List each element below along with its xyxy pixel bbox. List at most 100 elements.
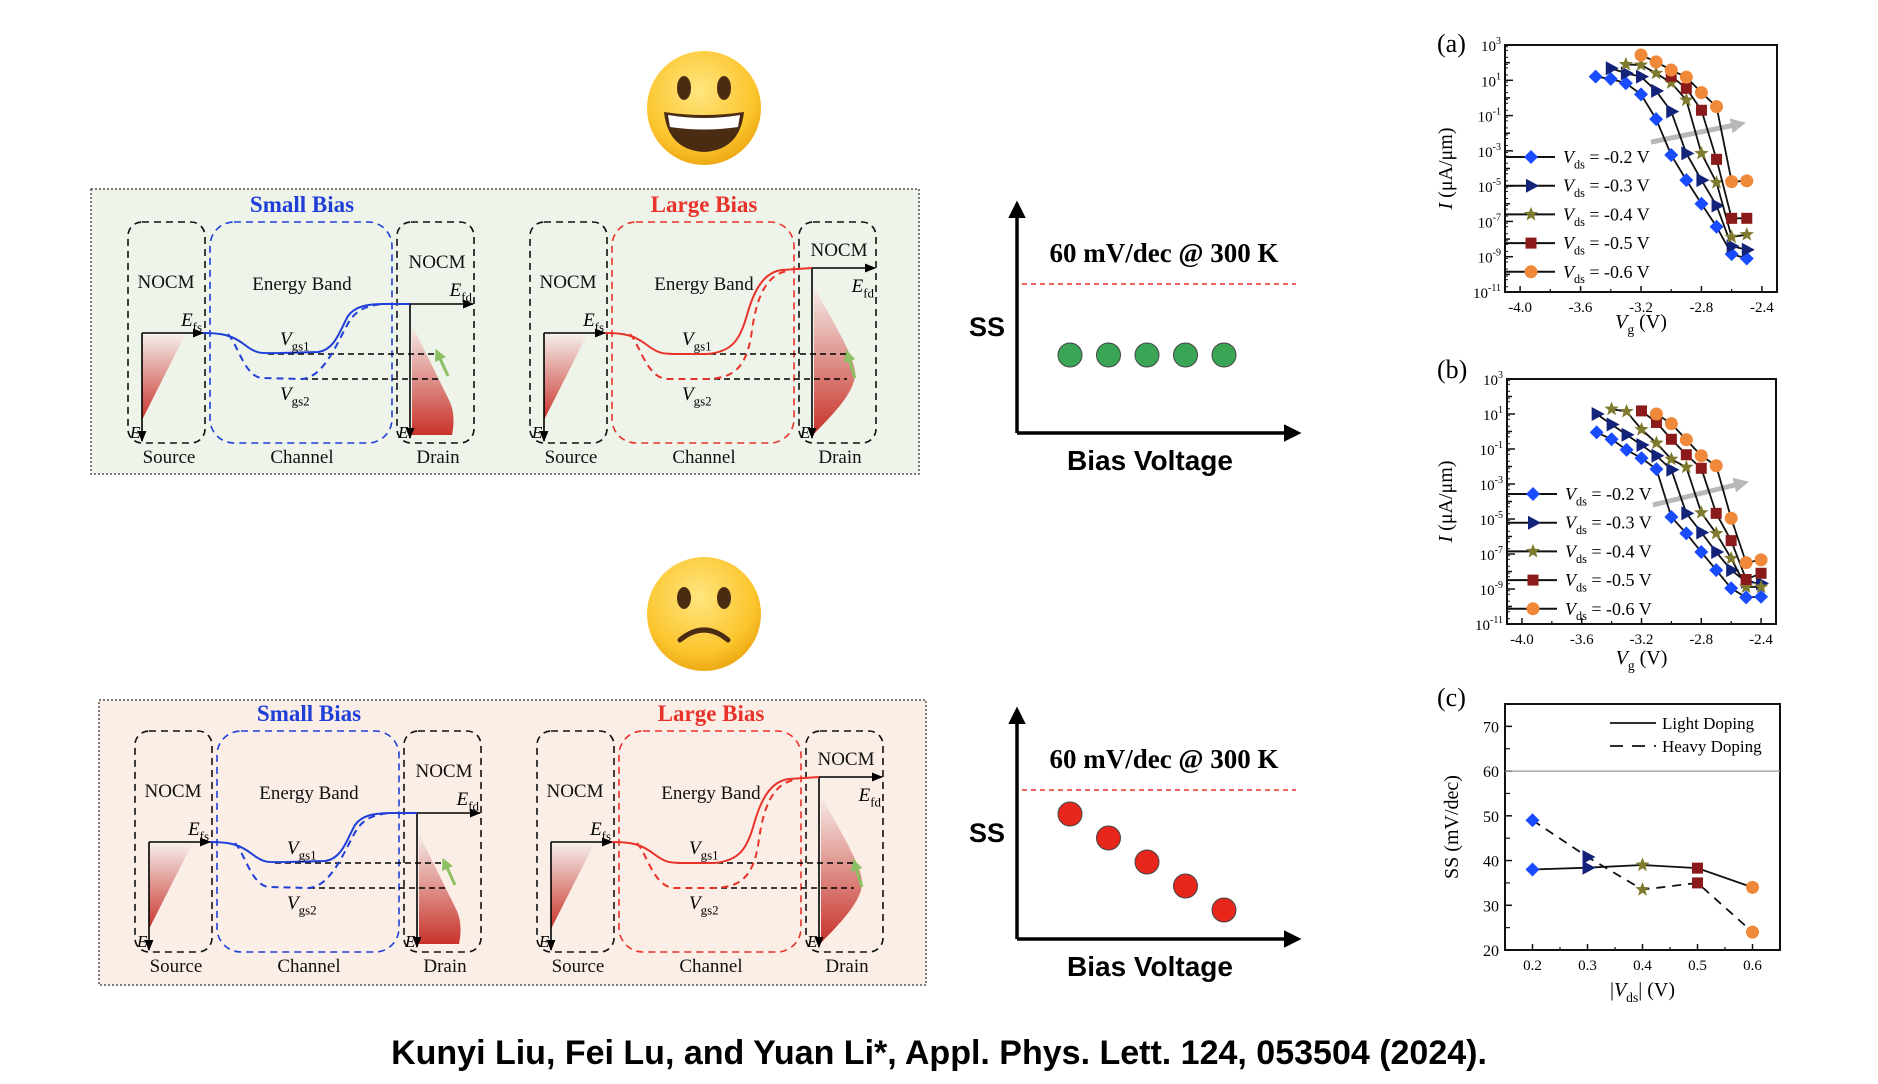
- star-marker: [1739, 579, 1754, 594]
- circle-marker: [1634, 48, 1648, 62]
- grinning-face-icon: [647, 51, 761, 165]
- diamond-marker: [1588, 69, 1603, 84]
- source-nocm-label: NOCM: [137, 272, 194, 293]
- square-marker: [1711, 153, 1723, 165]
- efd-label: Efd: [858, 785, 882, 810]
- source-nocm-label: NOCM: [546, 781, 603, 802]
- legend-label: Vds = -0.3 V: [1565, 513, 1652, 537]
- circle-marker: [1739, 556, 1753, 570]
- y-tick-label: 103: [1483, 370, 1503, 389]
- channel-label: Channel: [672, 447, 735, 468]
- y-tick-label: 10-9: [1478, 248, 1501, 267]
- ss-data-dot: [1173, 342, 1198, 368]
- x-tick-label: -4.0: [1508, 300, 1532, 316]
- chart-panel-b: (b) -4.0 -3.6 -3.2 -2.8 -2.4 10-11 10-9 10-7 10-5…: [1435, 355, 1777, 673]
- triangle-right-marker: [1711, 545, 1725, 560]
- y-tick-label: 10-3: [1480, 475, 1503, 494]
- chart-panel-a: (a) -4.0 -3.6 -3.2 -2.8 -2.4 10-11 10-9 10-7 10-5…: [1435, 29, 1778, 337]
- drain-label: Drain: [416, 447, 460, 468]
- y-tick-label: 10-5: [1480, 510, 1503, 529]
- vgs2-label: Vgs2: [682, 384, 712, 409]
- plot-frame: [1504, 703, 1781, 951]
- series-vds-0: Vds = -0.2 V: [1505, 69, 1754, 266]
- y-tick-label: 50: [1483, 809, 1499, 826]
- drain-label: Drain: [423, 956, 467, 977]
- drain-region-box: [805, 730, 884, 953]
- star-marker: [1604, 401, 1619, 416]
- diamond-marker: [1526, 487, 1540, 501]
- efd-label: Efd: [456, 789, 480, 814]
- diamond-marker: [1649, 462, 1664, 477]
- drain-region-box: [403, 730, 482, 953]
- diamond-marker: [1709, 563, 1724, 578]
- star-marker: [1709, 525, 1724, 540]
- y-tick-label: 101: [1483, 405, 1503, 424]
- square-marker: [1755, 567, 1767, 579]
- good-case-panel: [90, 188, 920, 475]
- triangle-right-marker: [1726, 239, 1740, 254]
- source-distribution: [551, 844, 594, 929]
- square-marker: [1725, 535, 1737, 547]
- series-solid: Light Doping: [1525, 714, 1759, 894]
- series-vds-1: Vds = -0.3 V: [1505, 61, 1755, 257]
- channel-label: Channel: [277, 956, 340, 977]
- large-bias-diagram: Large Bias NOCM Energy Band NOCM Source Chann…: [536, 701, 884, 977]
- diamond-marker: [1694, 196, 1709, 211]
- panel-label: (a): [1437, 29, 1466, 58]
- y-axis-label: I (μA/μm): [1435, 461, 1457, 544]
- y-tick-label: 10-11: [1473, 283, 1501, 302]
- circle-marker: [1664, 417, 1678, 431]
- square-marker: [1665, 433, 1677, 445]
- source-nocm-label: NOCM: [144, 781, 201, 802]
- diamond-marker: [1679, 173, 1694, 188]
- band-curve-vgs1: [604, 267, 813, 356]
- channel-label: Channel: [270, 447, 333, 468]
- square-marker: [1692, 862, 1703, 874]
- energy-band-label: Energy Band: [259, 783, 359, 804]
- circle-marker: [1740, 174, 1754, 188]
- star-marker: [1634, 422, 1649, 436]
- triangle-right-marker: [1582, 860, 1596, 875]
- star-marker: [1525, 543, 1541, 558]
- y-tick-label: 10-7: [1480, 545, 1503, 564]
- bias-voltage-label: Bias Voltage: [1067, 951, 1233, 982]
- x-tick-label: -2.4: [1750, 300, 1774, 316]
- band-curve-vgs1: [202, 303, 410, 355]
- star-marker: [1635, 882, 1650, 896]
- ss-data-dot: [1057, 342, 1083, 368]
- source-distribution: [142, 335, 185, 420]
- circle-marker: [1679, 70, 1693, 84]
- y-tick-label: 40: [1483, 854, 1499, 871]
- source-label: Source: [150, 956, 203, 977]
- triangle-right-marker: [1681, 506, 1695, 521]
- drain-nocm-label: NOCM: [408, 252, 465, 273]
- star-marker: [1633, 57, 1649, 71]
- energy-band-label: Energy Band: [661, 783, 761, 804]
- drain-nocm-label: NOCM: [415, 761, 472, 782]
- square-marker: [1740, 573, 1752, 585]
- series-line: [1610, 67, 1747, 251]
- circle-marker: [1746, 880, 1759, 894]
- triangle-right-marker: [1666, 462, 1680, 477]
- y-tick-label: 60: [1483, 764, 1499, 781]
- large-bias-diagram: Large Bias NOCM Energy Band NOCM Source Chann…: [529, 192, 877, 468]
- diagram-title: Small Bias: [257, 701, 361, 726]
- green-arrow-icon: [435, 348, 450, 377]
- diagram-title: Small Bias: [250, 192, 354, 217]
- triangle-right-marker: [1605, 61, 1619, 76]
- circle-marker: [1664, 63, 1678, 77]
- y-tick-label: 10-7: [1478, 212, 1501, 231]
- triangle-right-marker: [1636, 437, 1650, 452]
- energy-band-label: Energy Band: [252, 274, 352, 295]
- series-vds-0: Vds = -0.2 V: [1507, 425, 1769, 605]
- green-arrow-icon: [850, 858, 864, 888]
- diamond-marker: [1634, 87, 1648, 102]
- drain-nocm-label: NOCM: [817, 749, 874, 770]
- diamond-marker: [1619, 442, 1634, 457]
- star-marker: [1679, 92, 1694, 107]
- x-tick-label: 0.2: [1523, 958, 1542, 974]
- diamond-marker: [1739, 590, 1754, 605]
- series-dashed: Heavy Doping: [1525, 737, 1762, 939]
- series-vds-4: Vds = -0.6 V: [1507, 407, 1768, 623]
- x-tick-label: 0.6: [1743, 958, 1762, 974]
